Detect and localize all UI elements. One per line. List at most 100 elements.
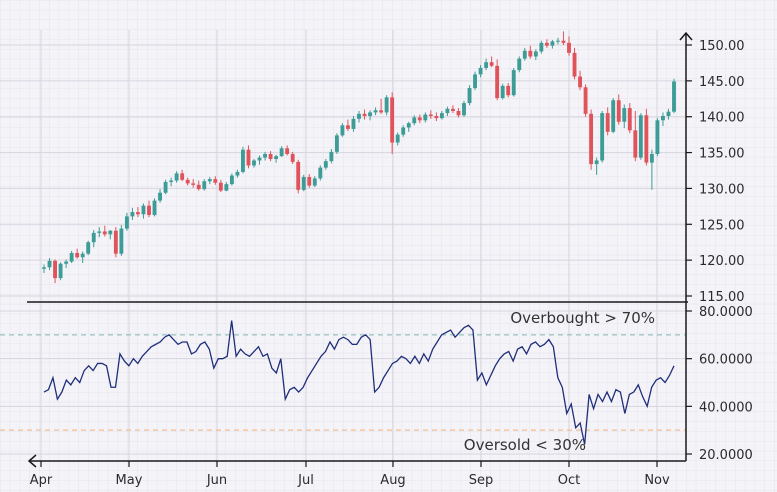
candle-body (136, 212, 140, 215)
candle-body (91, 232, 96, 243)
candle-body (158, 192, 162, 201)
candle (417, 114, 422, 124)
candle (533, 49, 538, 61)
rsi-line (43, 320, 675, 445)
candle (616, 94, 621, 125)
month-tick-label: Oct (558, 473, 580, 488)
candle-body (218, 182, 223, 191)
candle (180, 169, 185, 182)
candle-body (583, 87, 588, 114)
candle (318, 165, 323, 181)
candle-body (473, 74, 477, 89)
candle (185, 177, 190, 186)
candle-body (666, 111, 671, 116)
candle-body (285, 148, 290, 155)
candle-body (644, 115, 649, 163)
candle (390, 92, 395, 155)
candle-body (180, 173, 185, 180)
price-tick-label: 135.00 (699, 147, 745, 162)
candle-body (362, 113, 367, 116)
candle-body (428, 114, 433, 116)
candle (257, 155, 262, 165)
candle (644, 108, 649, 166)
x-axis-arrow-icon (27, 454, 37, 468)
candle-body (191, 183, 196, 185)
candle (406, 121, 411, 132)
candle-body (412, 117, 417, 124)
candle-body (263, 154, 267, 158)
candle-body (141, 205, 146, 215)
candle (334, 133, 339, 155)
candle (91, 230, 96, 248)
candle-body (102, 231, 107, 235)
candle-body (130, 212, 135, 217)
candle-body (268, 154, 273, 160)
candle-body (544, 42, 549, 46)
month-tick-label: Sep (469, 473, 494, 488)
candle (113, 227, 118, 258)
candle (102, 225, 107, 237)
candle (351, 115, 356, 132)
candle (384, 95, 389, 116)
candle (323, 159, 328, 170)
candle (517, 56, 522, 73)
candlestick-series (42, 31, 676, 284)
candle (268, 151, 273, 162)
candle-body (147, 205, 151, 215)
candle (285, 145, 290, 156)
candle (445, 106, 450, 116)
candle-body (119, 228, 124, 254)
candle-body (616, 100, 621, 122)
candle-body (58, 263, 63, 279)
candle (401, 125, 406, 137)
rsi-tick-label: 60.0000 (699, 353, 753, 368)
candle-body (69, 252, 74, 262)
candle-body (357, 113, 361, 119)
candle-body (174, 173, 179, 181)
candle-body (572, 52, 577, 77)
candle (124, 212, 129, 231)
candle-body (207, 179, 212, 182)
candle (274, 154, 279, 163)
price-tick-label: 130.00 (699, 182, 745, 197)
candle (64, 259, 69, 269)
candle (169, 177, 174, 187)
price-tick-label: 115.00 (699, 290, 745, 305)
candle-body (329, 151, 334, 162)
candle-body (539, 42, 544, 52)
candle (362, 109, 367, 120)
candle (340, 123, 345, 137)
candle (213, 176, 218, 185)
candle (141, 203, 146, 219)
candle-body (495, 65, 500, 99)
candle (489, 56, 494, 68)
candle-body (384, 97, 389, 113)
candle (263, 151, 267, 161)
candle (528, 45, 533, 59)
candle-body (97, 231, 102, 233)
candle-body (75, 252, 80, 258)
candle-body (633, 130, 638, 158)
rsi-tick-label: 20.0000 (699, 448, 753, 463)
candle (158, 189, 162, 203)
candle-body (395, 134, 400, 143)
overbought-label: Overbought > 70% (510, 309, 655, 327)
candle (395, 132, 400, 146)
candle (379, 98, 384, 114)
candle (246, 145, 251, 169)
candle-body (550, 41, 555, 46)
candle-body (462, 103, 466, 116)
candle (152, 198, 157, 217)
candle-body (42, 267, 46, 269)
candle-body (605, 113, 610, 132)
price-tick-label: 140.00 (699, 111, 745, 126)
candle (163, 179, 168, 195)
candle-body (500, 85, 505, 99)
candle-body (301, 176, 306, 190)
price-tick-label: 150.00 (699, 39, 745, 54)
candle (544, 39, 549, 48)
candle-body (108, 230, 113, 235)
candle (108, 230, 113, 240)
candle (207, 176, 212, 185)
candle-body (86, 242, 91, 254)
